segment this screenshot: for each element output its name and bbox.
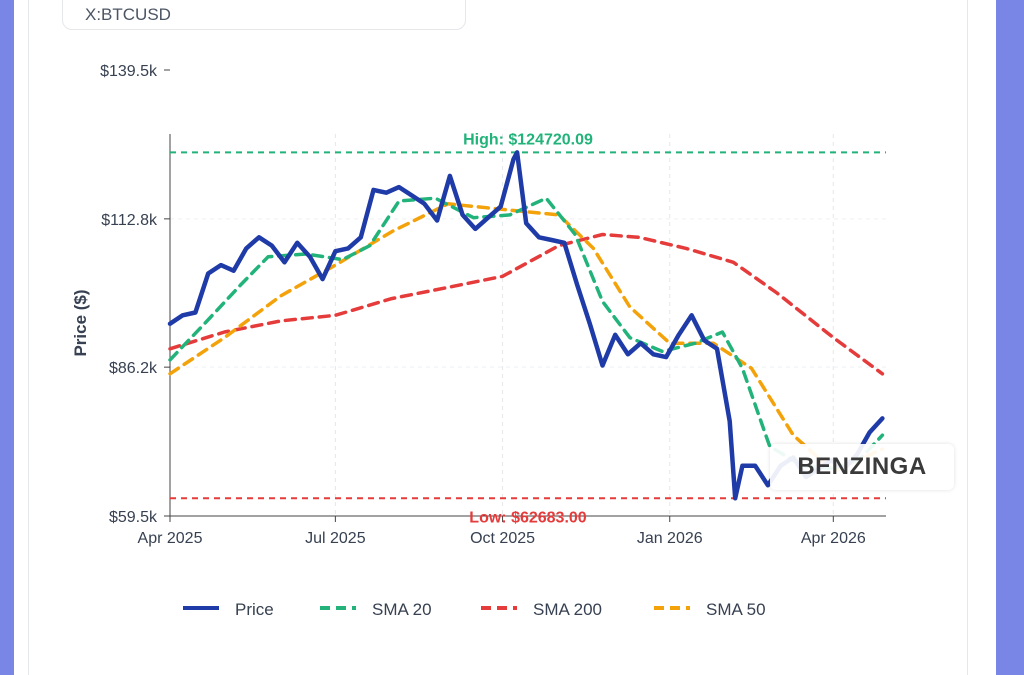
legend-label: SMA 200 (533, 600, 602, 619)
x-tick-label: Apr 2026 (801, 530, 866, 547)
x-tick-label: Jul 2025 (305, 530, 366, 547)
ticker-symbol: X:BTCUSD (85, 5, 171, 24)
low-label: Low: $62683.00 (469, 509, 587, 526)
series-line-sma-50 (168, 202, 885, 474)
series-line-price (167, 150, 885, 501)
series-line-sma-200 (168, 232, 885, 376)
legend-item[interactable]: SMA 50 (654, 600, 766, 619)
benzinga-watermark: BENZINGA (770, 444, 954, 490)
legend-label: Price (235, 600, 274, 619)
high-label: High: $124720.09 (463, 131, 593, 148)
chart-panel (28, 0, 968, 675)
y-tick-label: $112.8k (101, 212, 158, 229)
y-tick-label: $139.5k (100, 63, 158, 80)
legend-item[interactable]: Price (183, 600, 274, 619)
x-tick-label: Jan 2026 (637, 530, 703, 547)
y-axis-title: Price ($) (71, 289, 90, 356)
y-tick-label: $59.5k (109, 509, 158, 526)
legend-label: SMA 20 (372, 600, 432, 619)
series-line-sma-20 (168, 196, 885, 471)
legend-label: SMA 50 (706, 600, 766, 619)
legend-item[interactable]: SMA 20 (320, 600, 432, 619)
ticker-field[interactable]: X:BTCUSD (62, 0, 466, 30)
y-tick-label: $86.2k (109, 360, 158, 377)
legend-item[interactable]: SMA 200 (481, 600, 602, 619)
x-tick-label: Apr 2025 (138, 530, 203, 547)
x-tick-label: Oct 2025 (470, 530, 535, 547)
